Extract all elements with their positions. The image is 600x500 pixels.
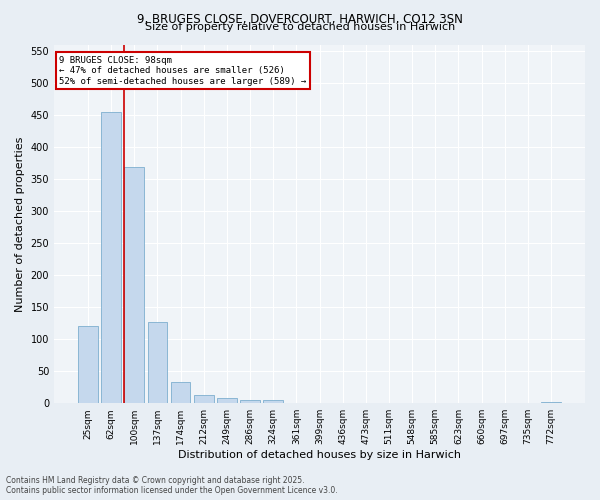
Text: Size of property relative to detached houses in Harwich: Size of property relative to detached ho… bbox=[145, 22, 455, 32]
Bar bbox=[333, 402, 353, 403]
Bar bbox=[194, 395, 214, 403]
Text: Contains HM Land Registry data © Crown copyright and database right 2025.
Contai: Contains HM Land Registry data © Crown c… bbox=[6, 476, 338, 495]
Bar bbox=[171, 382, 190, 403]
Bar bbox=[101, 112, 121, 403]
Bar bbox=[263, 400, 283, 403]
X-axis label: Distribution of detached houses by size in Harwich: Distribution of detached houses by size … bbox=[178, 450, 461, 460]
Bar bbox=[240, 400, 260, 403]
Bar bbox=[124, 166, 144, 403]
Text: 9 BRUGES CLOSE: 98sqm
← 47% of detached houses are smaller (526)
52% of semi-det: 9 BRUGES CLOSE: 98sqm ← 47% of detached … bbox=[59, 56, 307, 86]
Y-axis label: Number of detached properties: Number of detached properties bbox=[15, 136, 25, 312]
Bar bbox=[217, 398, 237, 403]
Bar bbox=[287, 402, 306, 403]
Bar bbox=[541, 402, 561, 403]
Text: 9, BRUGES CLOSE, DOVERCOURT, HARWICH, CO12 3SN: 9, BRUGES CLOSE, DOVERCOURT, HARWICH, CO… bbox=[137, 12, 463, 26]
Bar bbox=[402, 402, 422, 403]
Bar bbox=[148, 322, 167, 403]
Bar bbox=[78, 326, 98, 403]
